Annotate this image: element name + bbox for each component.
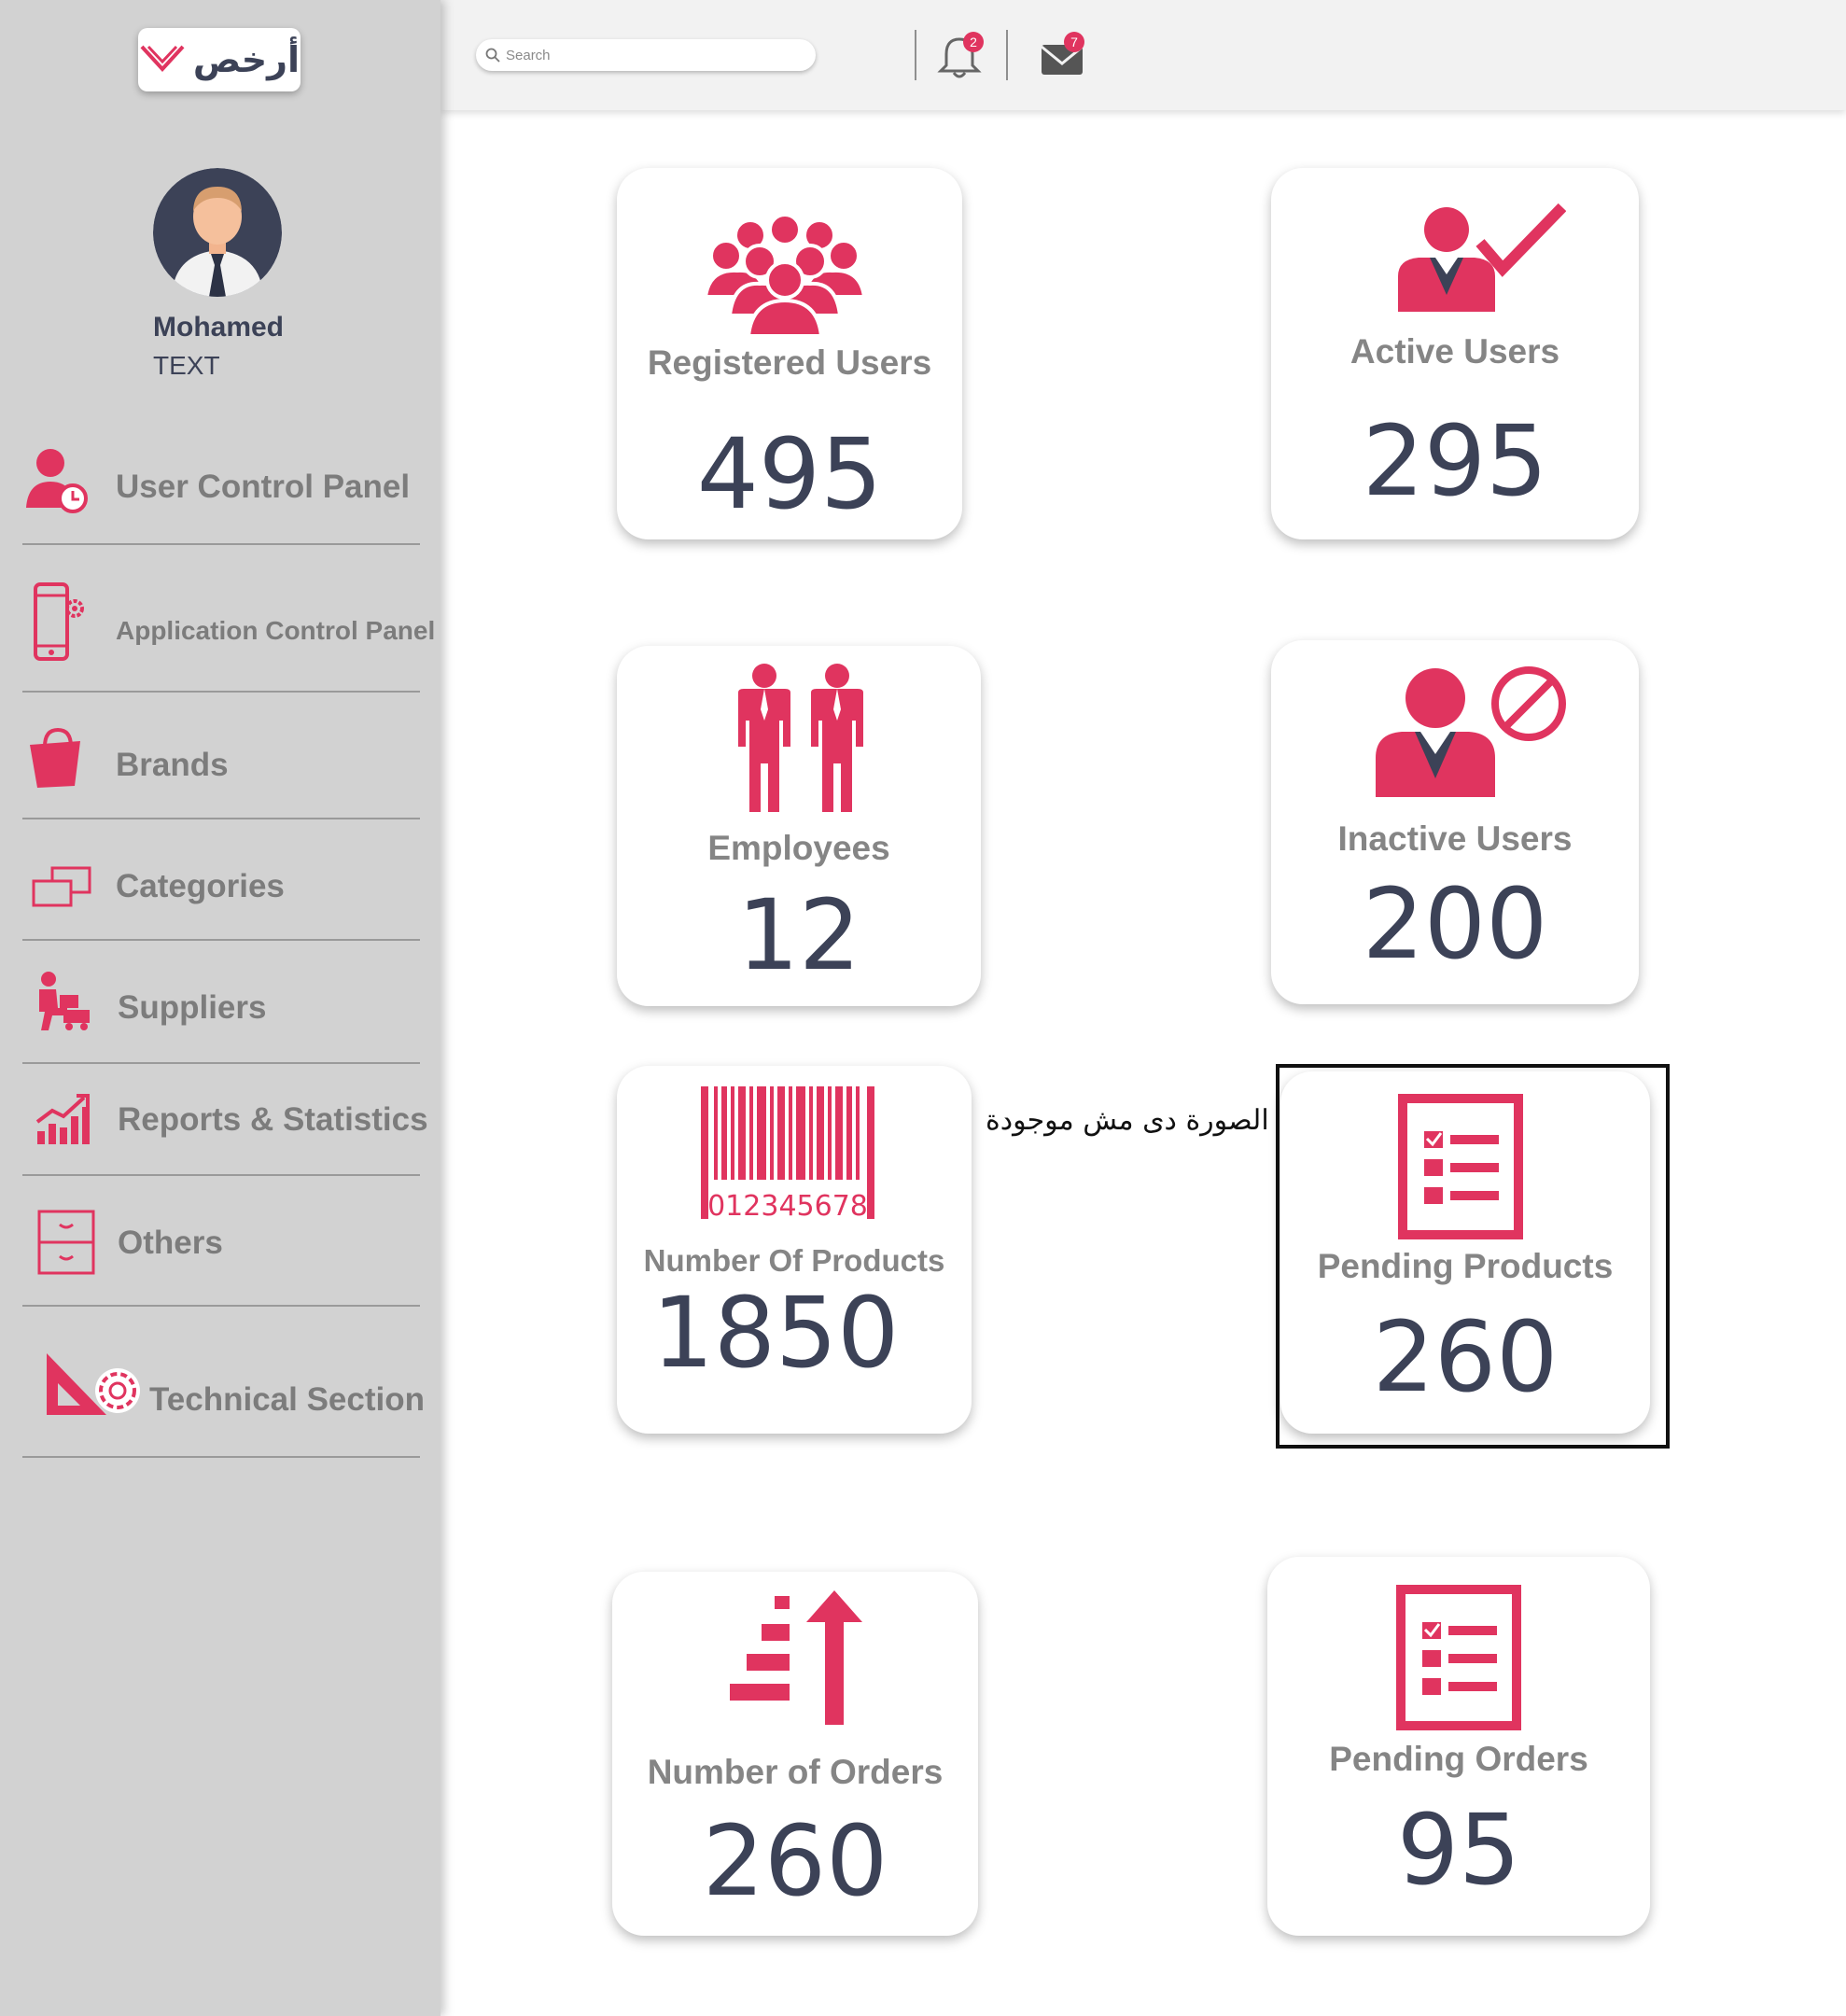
divider	[22, 1305, 420, 1307]
notifications-button[interactable]: 2	[935, 32, 984, 80]
ruler-gear-icon	[47, 1353, 140, 1415]
card-active-users[interactable]: Active Users 295	[1271, 168, 1639, 539]
card-label: Pending Products	[1317, 1247, 1614, 1285]
sidebar-item-label: Application Control Panel	[116, 616, 436, 645]
card-value: 95	[1396, 1793, 1521, 1907]
card-label: Active Users	[1350, 332, 1560, 371]
divider	[22, 691, 420, 693]
avatar[interactable]	[153, 168, 282, 297]
barcode-icon: 012345678	[701, 1086, 874, 1221]
sidebar-item-label: Others	[118, 1225, 223, 1261]
sidebar-item-reports-statistics[interactable]: Reports & Statistics	[22, 1083, 428, 1176]
bar-chart-icon	[35, 1094, 90, 1144]
highlight-frame	[1276, 1064, 1670, 1449]
supplier-icon	[39, 972, 90, 1030]
card-value: 200	[1362, 867, 1548, 981]
user-avatar-icon	[153, 168, 282, 297]
barcode-number: 012345678	[707, 1190, 868, 1221]
user-check-icon	[1398, 203, 1566, 312]
checklist-icon	[1396, 1585, 1521, 1730]
card-label: Registered Users	[647, 343, 932, 382]
logo-text: أرخص	[192, 39, 301, 80]
messages-badge: 7	[1064, 32, 1084, 52]
card-label: Number of Orders	[647, 1753, 944, 1791]
user-name: Mohamed	[153, 312, 285, 343]
header-separator	[1006, 30, 1008, 80]
sidebar-item-others[interactable]: Others	[22, 1195, 420, 1297]
messages-button[interactable]: 7	[1040, 32, 1088, 80]
brand-logo[interactable]: أرخص	[138, 28, 301, 91]
card-label: Employees	[707, 829, 890, 867]
divider	[22, 543, 420, 545]
card-value: 495	[696, 417, 883, 531]
orders-arrow-icon	[730, 1590, 862, 1725]
search-icon	[485, 48, 500, 63]
card-value: 295	[1362, 404, 1548, 518]
sidebar-item-label: Categories	[116, 868, 285, 904]
card-label: Inactive Users	[1337, 819, 1573, 858]
user-blocked-icon	[1376, 666, 1566, 797]
sidebar-item-brands[interactable]: Brands	[22, 719, 420, 812]
divider	[22, 1062, 420, 1064]
card-inactive-users[interactable]: Inactive Users 200	[1271, 640, 1639, 1004]
card-number-of-products[interactable]: 012345678 Number Of Products 1850	[617, 1066, 972, 1434]
header-separator	[915, 30, 916, 80]
sidebar: أرخص Mohamed TEXT User Control Panel	[0, 0, 441, 2016]
card-value: 260	[1372, 1300, 1559, 1414]
card-pending-orders[interactable]: Pending Orders 95	[1267, 1557, 1650, 1936]
sidebar-item-categories[interactable]: Categories	[22, 840, 420, 933]
top-bar: 2 7	[441, 0, 1846, 110]
sidebar-item-label: Brands	[116, 747, 229, 783]
sidebar-item-user-control-panel[interactable]: User Control Panel	[22, 439, 420, 532]
sidebar-item-label: User Control Panel	[116, 469, 411, 505]
envelope-icon	[1041, 45, 1084, 75]
sidebar-item-label: Reports & Statistics	[118, 1101, 428, 1138]
user-clock-icon	[26, 449, 88, 513]
divider	[22, 1456, 420, 1458]
drawer-cabinet-icon	[37, 1210, 95, 1275]
phone-gear-icon	[34, 582, 84, 661]
categories-icon	[32, 866, 91, 907]
user-subtitle: TEXT	[153, 351, 220, 380]
sidebar-item-suppliers[interactable]: Suppliers	[22, 961, 420, 1055]
card-pending-products[interactable]: Pending Products 260	[1280, 1071, 1650, 1434]
card-number-of-orders[interactable]: Number of Orders 260	[612, 1572, 978, 1936]
employees-icon	[738, 664, 863, 812]
card-label: Pending Orders	[1329, 1740, 1588, 1778]
card-label: Number Of Products	[643, 1243, 945, 1278]
shopping-bag-icon	[30, 727, 80, 788]
card-registered-users[interactable]: Registered Users 495	[617, 168, 962, 539]
divider	[22, 818, 420, 819]
checklist-icon	[1398, 1094, 1523, 1239]
sidebar-item-application-control-panel[interactable]: Application Control Panel	[22, 571, 435, 674]
notifications-badge: 2	[963, 32, 984, 52]
chevron-down-logo-icon	[140, 45, 185, 72]
search-input[interactable]	[506, 47, 786, 63]
card-employees[interactable]: Employees 12	[617, 646, 981, 1006]
card-value: 1850	[651, 1276, 900, 1390]
annotation-note: الصورة دى مش موجودة	[986, 1104, 1269, 1137]
sidebar-item-label: Suppliers	[118, 989, 267, 1026]
card-value: 12	[736, 878, 861, 992]
card-value: 260	[702, 1804, 888, 1918]
sidebar-item-label: Technical Section	[149, 1381, 425, 1418]
sidebar-item-technical-section[interactable]: Technical Section	[22, 1344, 425, 1447]
divider	[22, 1174, 420, 1176]
divider	[22, 939, 420, 941]
search-box[interactable]	[476, 39, 816, 71]
group-users-icon	[706, 215, 864, 336]
